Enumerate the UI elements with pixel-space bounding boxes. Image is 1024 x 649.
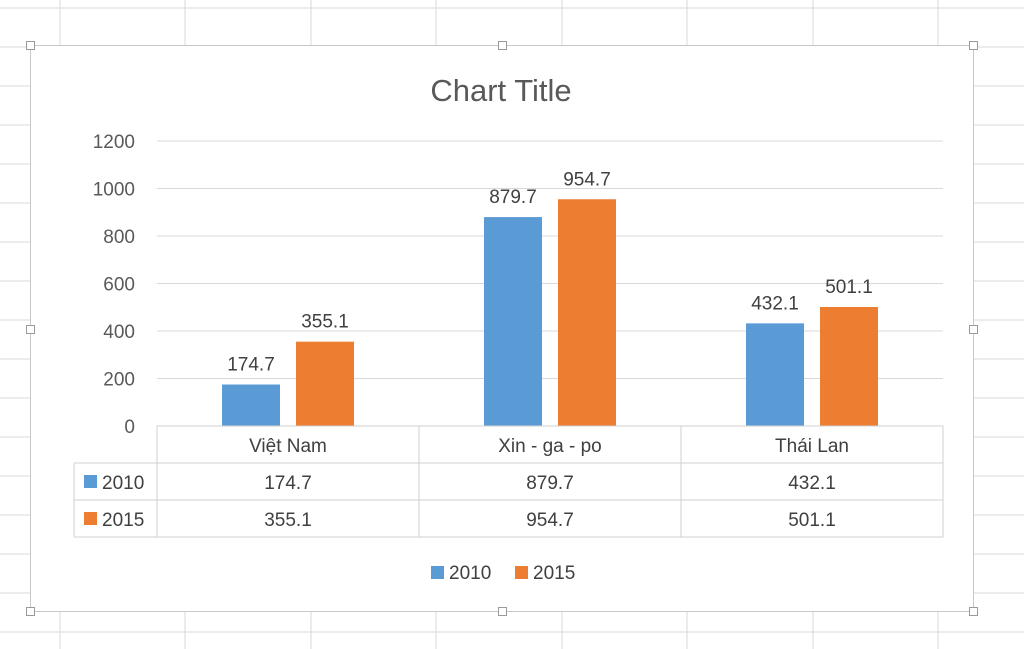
y-tick-label: 1200 — [93, 132, 135, 153]
table-value: 501.1 — [788, 510, 836, 531]
data-label: 174.7 — [227, 355, 275, 376]
y-tick-label: 200 — [103, 370, 135, 391]
y-tick-label: 800 — [103, 227, 135, 248]
legend-label-2015[interactable]: 2015 — [533, 563, 575, 584]
table-value: 174.7 — [264, 473, 312, 494]
data-label: 879.7 — [489, 187, 537, 208]
resize-handle-bottom-left[interactable] — [26, 607, 35, 616]
data-label: 954.7 — [563, 169, 611, 190]
data-label: 432.1 — [751, 293, 799, 314]
legend-key-2015 — [515, 566, 528, 579]
category-label: Việt Nam — [249, 436, 327, 457]
category-label: Xin - ga - po — [498, 436, 602, 457]
bar-2015-2[interactable] — [820, 306, 878, 426]
data-label: 355.1 — [301, 312, 349, 333]
y-tick-label: 400 — [103, 322, 135, 343]
resize-handle-top-right[interactable] — [969, 41, 978, 50]
category-label: Thái Lan — [775, 436, 849, 457]
table-value: 432.1 — [788, 473, 836, 494]
bar-2010-1[interactable] — [484, 217, 542, 426]
resize-handle-right[interactable] — [969, 325, 978, 334]
resize-handle-top-left[interactable] — [26, 41, 35, 50]
y-tick-label: 1000 — [93, 180, 135, 201]
resize-handle-bottom[interactable] — [498, 607, 507, 616]
bar-2010-2[interactable] — [746, 323, 804, 426]
legend-key-2010 — [431, 566, 444, 579]
table-value: 954.7 — [526, 510, 574, 531]
bar-2015-0[interactable] — [296, 341, 354, 426]
data-label: 501.1 — [825, 277, 873, 298]
chart-svg: Chart Title 0 200 400 600 800 1000 1200 174.7 87… — [73, 73, 944, 584]
table-series-name: 2015 — [102, 510, 144, 531]
y-tick-label: 600 — [103, 275, 135, 296]
bar-2015-1[interactable] — [558, 199, 616, 426]
table-value: 879.7 — [526, 473, 574, 494]
table-series-name: 2010 — [102, 473, 144, 494]
y-tick-label: 0 — [124, 417, 135, 438]
table-legend-key — [84, 475, 97, 488]
legend-label-2010[interactable]: 2010 — [449, 563, 491, 584]
chart-area[interactable]: Chart Title 0 200 400 600 800 1000 1200 174.7 87… — [26, 41, 978, 616]
bar-2010-0[interactable] — [222, 384, 280, 426]
table-legend-key — [84, 512, 97, 525]
chart-title[interactable]: Chart Title — [430, 73, 571, 108]
resize-handle-top[interactable] — [498, 41, 507, 50]
resize-handle-left[interactable] — [26, 325, 35, 334]
resize-handle-bottom-right[interactable] — [969, 607, 978, 616]
table-value: 355.1 — [264, 510, 312, 531]
